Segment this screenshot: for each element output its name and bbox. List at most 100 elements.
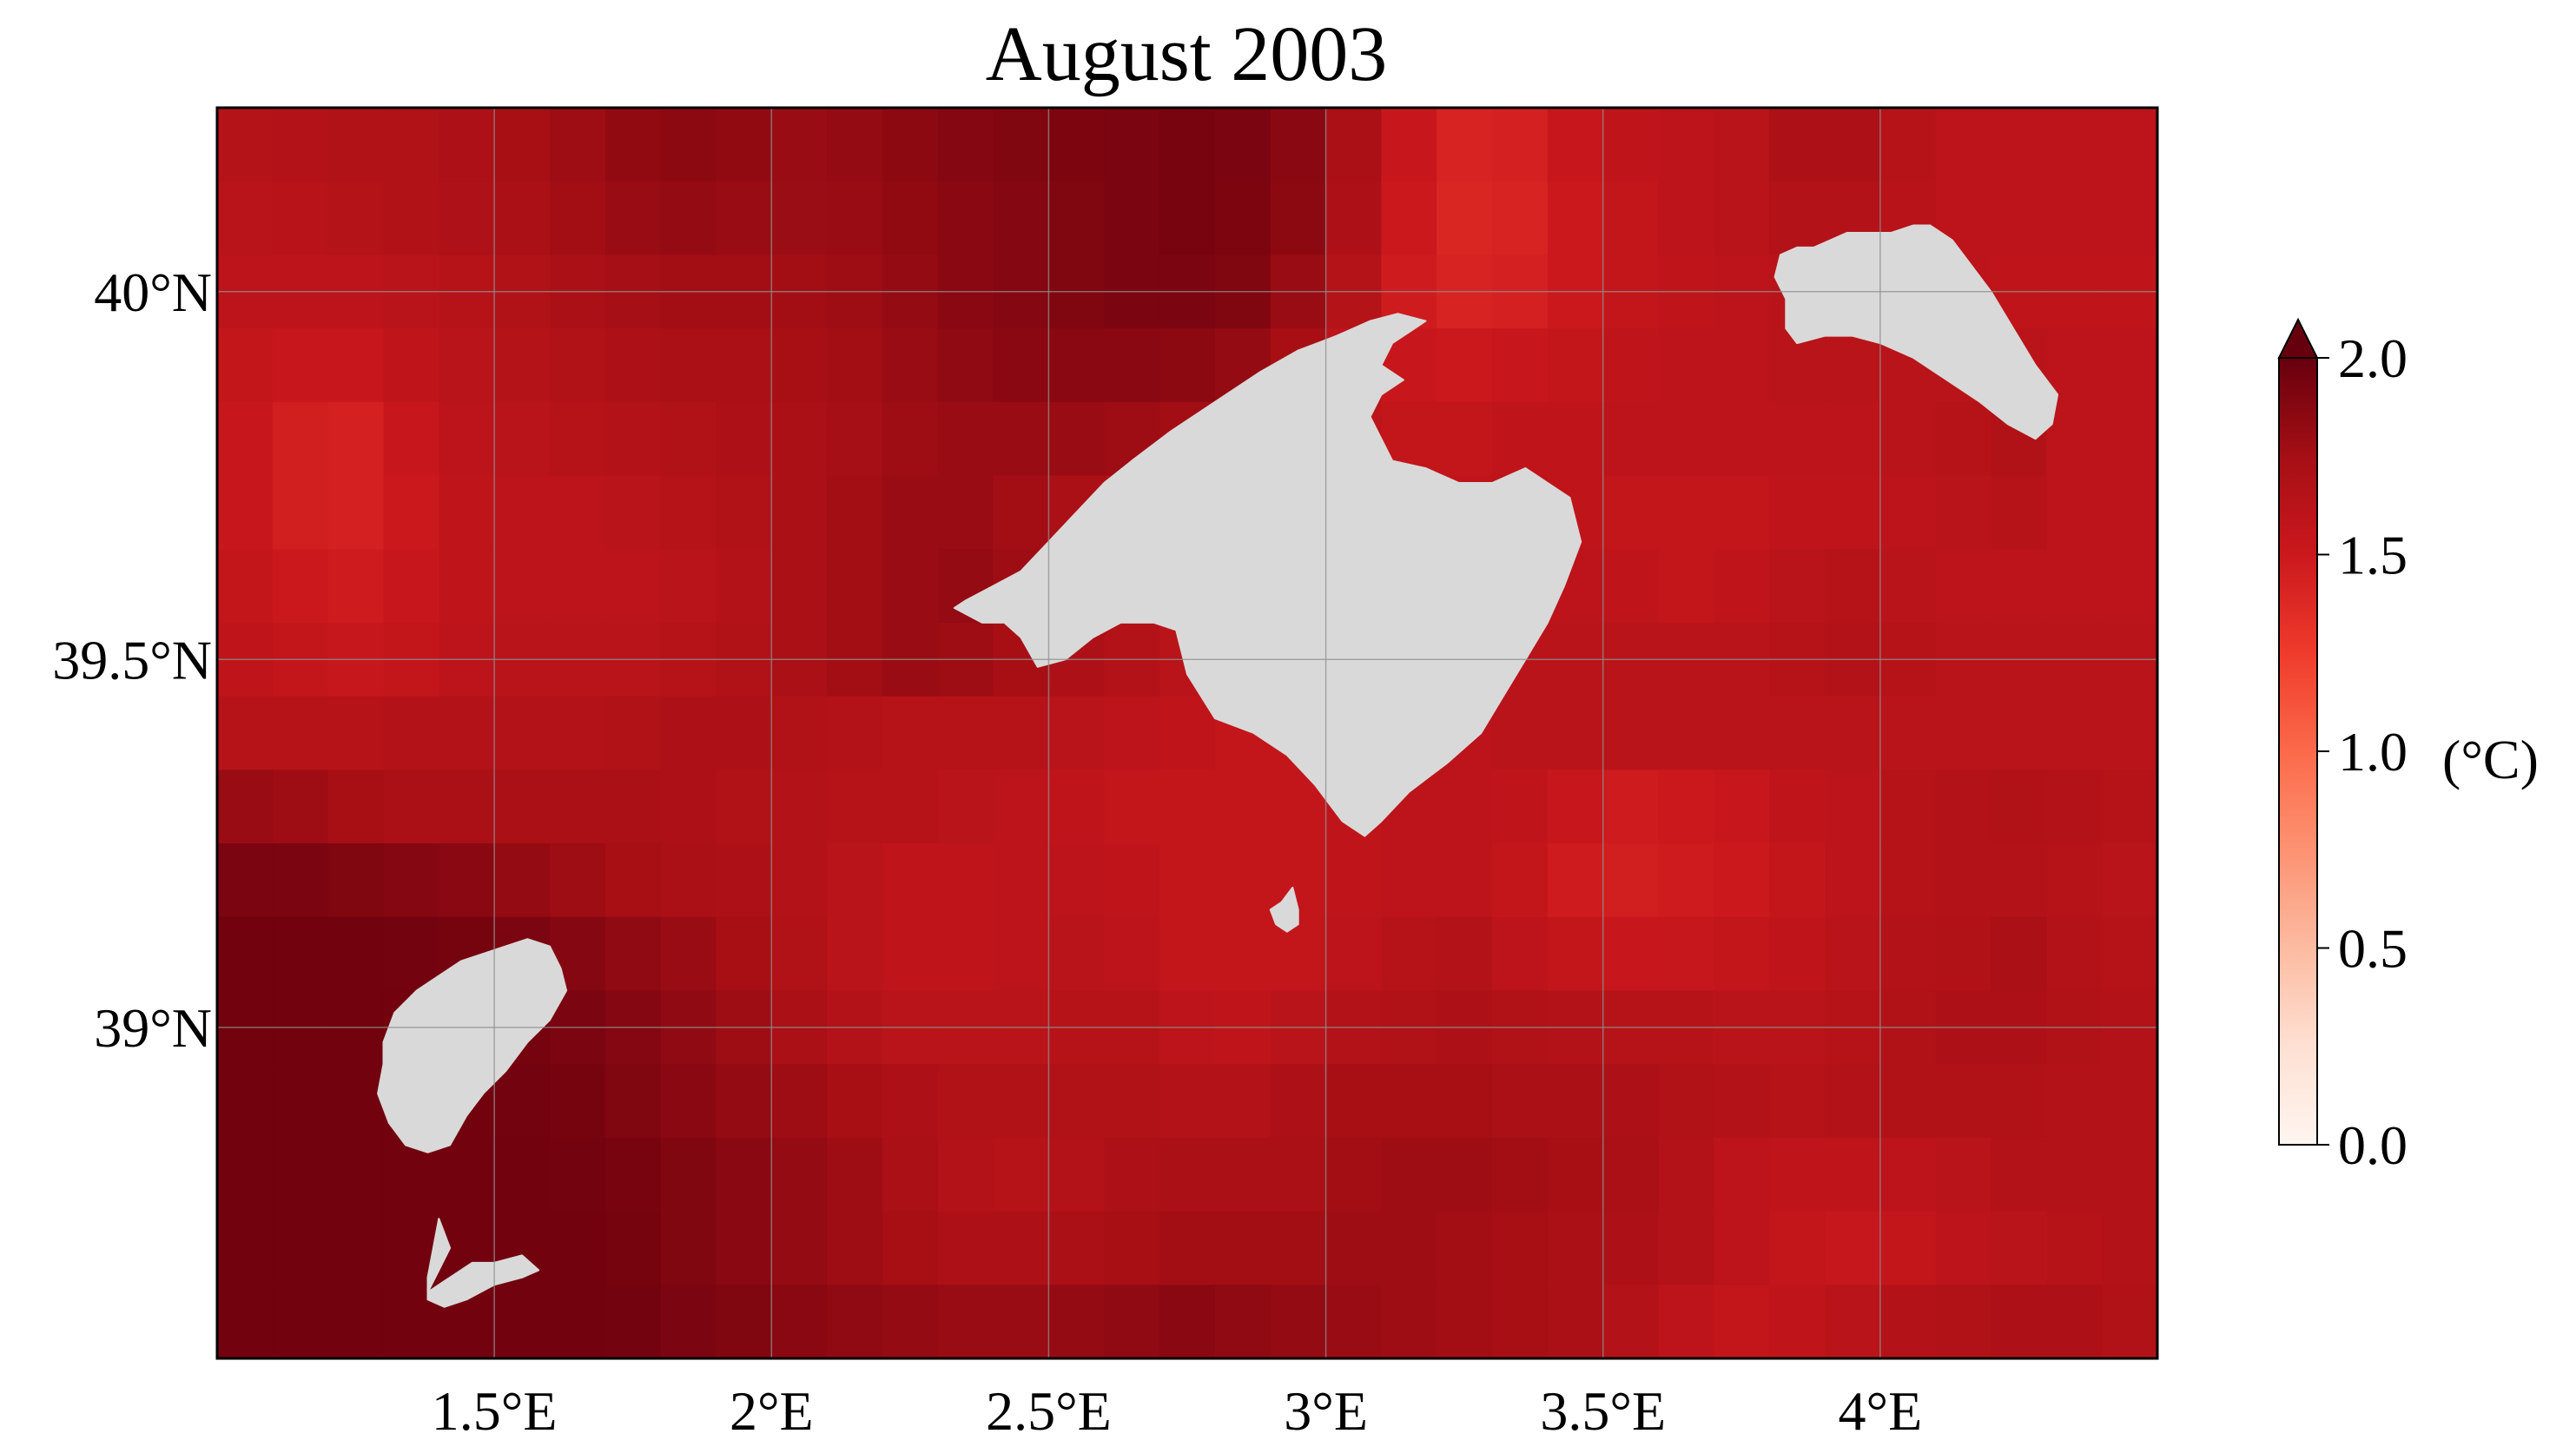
- heatmap-cell: [1658, 401, 1714, 477]
- heatmap-cell: [383, 916, 439, 992]
- heatmap-cell: [2102, 401, 2157, 477]
- heatmap-cell: [1825, 475, 1881, 550]
- heatmap-cell: [1991, 549, 2047, 624]
- heatmap-cell: [439, 696, 495, 770]
- heatmap-cell: [1547, 916, 1604, 992]
- heatmap-cell: [1381, 181, 1437, 256]
- heatmap-cell: [1714, 696, 1770, 770]
- island-mallorca: [953, 313, 1582, 837]
- heatmap-cell: [1214, 916, 1271, 992]
- heatmap-cell: [1658, 108, 1714, 182]
- heatmap-cell: [1270, 1137, 1327, 1212]
- heatmap-cell: [272, 916, 329, 992]
- heatmap-cell: [937, 1064, 994, 1139]
- heatmap-cell: [1658, 549, 1714, 624]
- heatmap-cell: [771, 549, 828, 624]
- y-tick-label: 39.5°N: [52, 629, 212, 690]
- heatmap-cell: [494, 475, 551, 550]
- heatmap-cell: [272, 108, 329, 182]
- heatmap-cell: [882, 696, 939, 770]
- heatmap-cell: [272, 1285, 329, 1358]
- heatmap-cell: [1714, 108, 1770, 182]
- heatmap-cell: [1714, 328, 1770, 403]
- heatmap-cell: [660, 696, 717, 770]
- heatmap-cell: [1492, 401, 1549, 477]
- heatmap-cell: [1714, 1211, 1770, 1285]
- colorbar: 0.0 0.5 1.0 1.5 2.0 (°C): [2277, 317, 2539, 1176]
- heatmap-cell: [1270, 1211, 1327, 1285]
- heatmap-cell: [1547, 1285, 1604, 1358]
- heatmap-cell: [2102, 328, 2157, 403]
- heatmap-cell: [217, 401, 274, 477]
- heatmap-cell: [2046, 1211, 2103, 1285]
- temperature-anomaly-cells: [217, 108, 2157, 1358]
- heatmap-cell: [882, 328, 939, 403]
- heatmap-cell: [604, 1137, 662, 1212]
- heatmap-cell: [1769, 696, 1826, 770]
- x-axis-labels: 1.5°E 2°E 2.5°E 3°E 3.5°E 4°E: [432, 1380, 1922, 1442]
- heatmap-cell: [327, 181, 385, 256]
- heatmap-cell: [993, 181, 1050, 256]
- heatmap-cell: [1991, 1211, 2047, 1285]
- heatmap-cell: [1714, 1137, 1770, 1212]
- colorbar-unit-label: (°C): [2442, 729, 2539, 790]
- colorbar-tick-label: 0.5: [2338, 918, 2408, 980]
- heatmap-cell: [1159, 1064, 1216, 1139]
- heatmap-cell: [660, 1211, 717, 1285]
- heatmap-cell: [1825, 770, 1881, 844]
- heatmap-cell: [2102, 696, 2157, 770]
- y-tick-label: 39°N: [94, 997, 212, 1059]
- heatmap-cell: [716, 843, 772, 918]
- heatmap-cell: [1991, 1064, 2047, 1139]
- heatmap-cell: [1381, 1211, 1437, 1285]
- heatmap-cell: [1270, 916, 1327, 992]
- plot-area: [215, 106, 2159, 1360]
- heatmap-cell: [2102, 1285, 2157, 1358]
- heatmap-cell: [882, 1137, 939, 1212]
- heatmap-cell: [439, 108, 495, 182]
- heatmap-cell: [1602, 181, 1660, 256]
- heatmap-cell: [1270, 1285, 1327, 1358]
- heatmap-cell: [217, 696, 274, 770]
- heatmap-cell: [1935, 549, 1992, 624]
- heatmap-cell: [327, 1064, 385, 1139]
- heatmap-cell: [1602, 916, 1660, 992]
- heatmap-cell: [937, 843, 994, 918]
- heatmap-cell: [1104, 1064, 1160, 1139]
- heatmap-cell: [1658, 1137, 1714, 1212]
- heatmap-cell: [2046, 1137, 2103, 1212]
- island-cabrera: [1269, 886, 1299, 933]
- heatmap-cell: [1991, 770, 2047, 844]
- heatmap-cell: [1437, 401, 1493, 477]
- heatmap-cell: [771, 1064, 828, 1139]
- heatmap-cell: [882, 475, 939, 550]
- heatmap-cell: [993, 1285, 1050, 1358]
- heatmap-cell: [549, 770, 606, 844]
- heatmap-cell: [1159, 1137, 1216, 1212]
- x-tick-label: 3°E: [1284, 1380, 1368, 1442]
- heatmap-cell: [439, 401, 495, 477]
- heatmap-cell: [604, 696, 662, 770]
- graticule-grid: [217, 108, 2157, 1358]
- heatmap-cell: [1602, 1211, 1660, 1285]
- heatmap-cell: [660, 916, 717, 992]
- heatmap-cell: [993, 1211, 1050, 1285]
- heatmap-cell: [604, 1211, 662, 1285]
- heatmap-cell: [1547, 770, 1604, 844]
- heatmap-cell: [1825, 916, 1881, 992]
- heatmap-cell: [1104, 328, 1160, 403]
- heatmap-cell: [937, 696, 994, 770]
- heatmap-cell: [1437, 1285, 1493, 1358]
- heatmap-cell: [2046, 1285, 2103, 1358]
- heatmap-cell: [272, 181, 329, 256]
- heatmap-cell: [1935, 843, 1992, 918]
- heatmap-cell: [494, 108, 551, 182]
- heatmap-cell: [993, 108, 1050, 182]
- heatmap-cell: [1825, 1211, 1881, 1285]
- heatmap-cell: [771, 401, 828, 477]
- heatmap-cell: [1935, 1285, 1992, 1358]
- heatmap-cell: [1437, 328, 1493, 403]
- heatmap-cell: [660, 843, 717, 918]
- heatmap-cell: [1714, 1064, 1770, 1139]
- heatmap-cell: [1547, 1211, 1604, 1285]
